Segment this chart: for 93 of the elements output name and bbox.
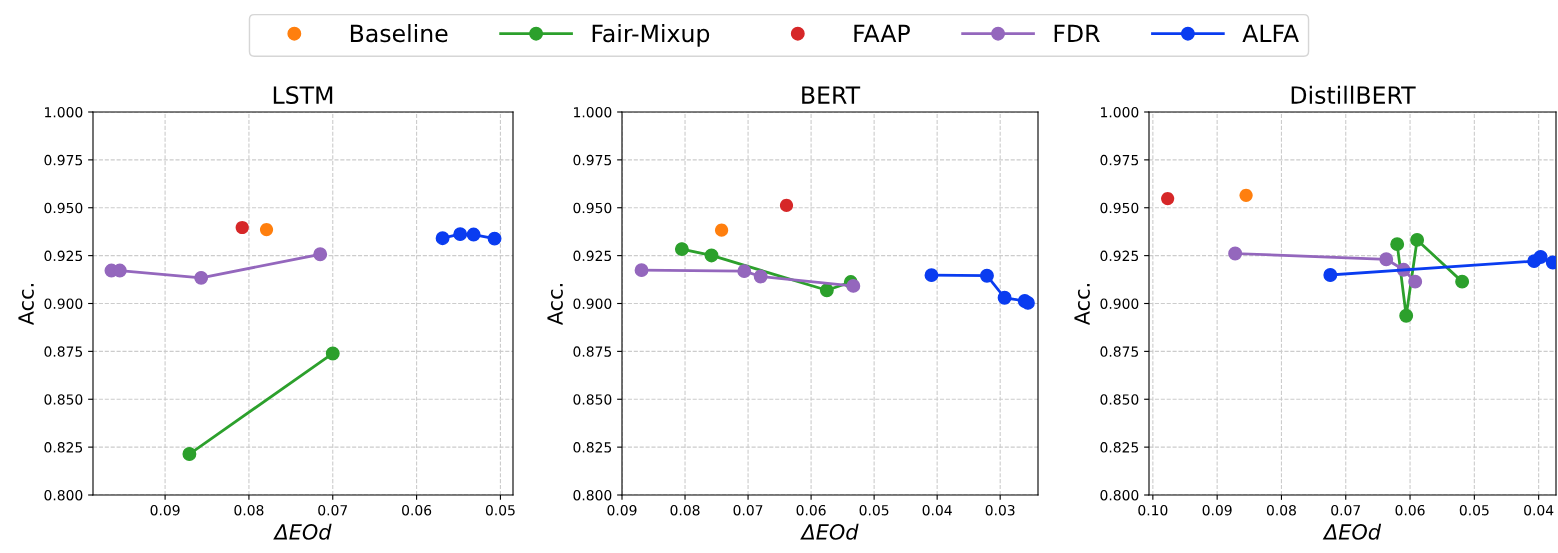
- y-tick-label: 0.850: [44, 394, 83, 405]
- legend-label: Fair-Mixup: [592, 24, 710, 47]
- x-tick-label: 0.08: [1266, 504, 1296, 516]
- point: [435, 231, 450, 246]
- legend-label: FDR: [1054, 24, 1100, 42]
- point: [704, 248, 719, 263]
- point: [325, 346, 340, 361]
- point: [1323, 268, 1338, 282]
- y-tick-label: 1.000: [574, 106, 612, 118]
- y-axis-title: Acc.: [18, 284, 34, 326]
- point: [715, 223, 729, 237]
- chart-title: DistillBERT: [1291, 85, 1416, 104]
- point: [674, 242, 689, 257]
- legend-label: Baseline: [350, 24, 448, 43]
- y-axis-title: Acc.: [1074, 284, 1090, 326]
- x-tick-label: 0.09: [1202, 504, 1232, 516]
- point: [997, 290, 1012, 305]
- x-axis-title: ΔEOd: [800, 523, 859, 540]
- point: [1410, 232, 1425, 247]
- point: [235, 220, 249, 235]
- point: [259, 222, 274, 237]
- point: [634, 263, 649, 278]
- x-tick-label: 0.07: [1331, 504, 1361, 516]
- y-tick-label: 0.925: [573, 250, 612, 262]
- x-tick-label: 0.06: [402, 504, 432, 516]
- y-tick-label: 0.975: [1100, 154, 1139, 166]
- x-tick-label: 0.05: [859, 504, 889, 516]
- x-tick-label: 0.06: [1395, 504, 1425, 516]
- x-tick-label: 0.03: [985, 504, 1015, 516]
- point: [1408, 274, 1423, 289]
- x-tick-label: 0.05: [1459, 504, 1489, 516]
- point: [453, 227, 468, 242]
- x-tick-label: 0.09: [150, 504, 180, 516]
- y-tick-label: 0.800: [573, 489, 612, 501]
- x-tick-label: 0.06: [796, 504, 826, 516]
- y-tick-label: 0.800: [1100, 489, 1139, 501]
- y-tick-label: 0.875: [573, 346, 612, 357]
- legend-label: ALFA: [1242, 24, 1299, 42]
- point: [980, 268, 994, 283]
- point: [819, 283, 834, 298]
- y-tick-label: 0.875: [44, 346, 83, 357]
- point: [779, 198, 794, 213]
- y-tick-label: 0.975: [44, 154, 83, 166]
- point: [313, 247, 328, 262]
- point: [1390, 237, 1405, 252]
- point: [1455, 274, 1470, 289]
- point: [846, 278, 861, 293]
- y-tick-label: 0.950: [1100, 202, 1139, 214]
- y-tick-label: 0.900: [44, 298, 83, 309]
- x-tick-label: 0.07: [318, 504, 348, 516]
- point: [1399, 308, 1414, 323]
- point: [1533, 250, 1548, 264]
- point: [182, 447, 197, 461]
- x-tick-label: 0.07: [733, 504, 763, 516]
- y-tick-label: 1.000: [45, 106, 83, 118]
- point: [194, 270, 209, 285]
- x-tick-label: 0.04: [1524, 504, 1554, 516]
- point: [1379, 252, 1394, 267]
- x-axis-title: ΔEOd: [273, 523, 332, 540]
- y-tick-label: 0.800: [44, 489, 83, 501]
- point: [924, 268, 939, 283]
- x-tick-label: 0.08: [234, 504, 264, 516]
- x-tick-label: 0.09: [607, 504, 637, 516]
- y-axis-title: Acc.: [547, 284, 563, 326]
- y-tick-label: 0.975: [573, 154, 612, 166]
- y-tick-label: 0.850: [1100, 394, 1139, 405]
- y-tick-label: 0.925: [1100, 250, 1139, 262]
- y-tick-label: 0.850: [573, 394, 612, 405]
- x-tick-label: 0.08: [670, 504, 700, 516]
- y-tick-label: 0.950: [44, 202, 83, 214]
- y-tick-label: 0.900: [1100, 298, 1139, 309]
- point: [487, 231, 502, 246]
- y-tick-label: 0.875: [1100, 346, 1139, 357]
- y-tick-label: 0.925: [44, 250, 83, 262]
- point: [1228, 246, 1243, 261]
- point: [737, 264, 752, 279]
- x-tick-label: 0.10: [1138, 504, 1168, 516]
- y-tick-label: 0.825: [573, 442, 612, 453]
- y-tick-label: 0.825: [1100, 442, 1139, 453]
- legend-label: FAAP: [854, 24, 910, 42]
- chart-title: BERT: [802, 86, 861, 104]
- y-tick-label: 0.900: [573, 298, 612, 309]
- x-axis-title: ΔEOd: [1322, 523, 1382, 540]
- y-tick-label: 0.825: [44, 442, 83, 453]
- chart-title: LSTM: [273, 86, 333, 104]
- point: [1161, 191, 1175, 206]
- x-tick-label: 0.04: [922, 504, 952, 516]
- x-tick-label: 0.05: [485, 504, 515, 516]
- point: [1239, 188, 1253, 202]
- y-tick-label: 1.000: [1101, 106, 1139, 118]
- y-tick-label: 0.950: [573, 202, 612, 214]
- point: [466, 227, 481, 242]
- point: [753, 269, 768, 284]
